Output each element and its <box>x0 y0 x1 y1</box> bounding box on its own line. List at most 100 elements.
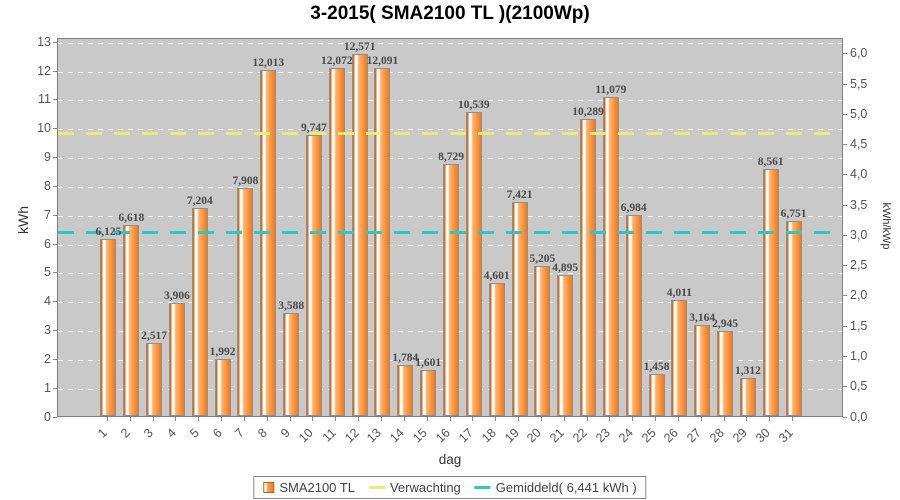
bar-value-label: 1,992 <box>209 345 236 358</box>
bar-day-10 <box>305 135 322 416</box>
legend-label: SMA2100 TL <box>279 480 355 495</box>
x-axis-tickmark <box>289 417 291 421</box>
left-axis-tickmark <box>53 41 57 43</box>
left-axis-tickmark <box>53 330 57 332</box>
bar-value-label: 3,906 <box>163 290 190 303</box>
chart-title: 3-2015( SMA2100 TL )(2100Wp) <box>310 3 590 24</box>
x-axis-tickmark <box>175 417 177 421</box>
x-axis-tickmark <box>472 417 474 421</box>
y-gridline <box>58 42 842 44</box>
right-axis-tickmark <box>843 355 847 357</box>
bar-value-label: 4,601 <box>483 270 510 283</box>
bar-day-17 <box>465 112 482 416</box>
right-axis-tick-label: 2,5 <box>850 258 868 273</box>
right-axis-tickmark <box>843 234 847 236</box>
left-axis-tickmark <box>53 301 57 303</box>
bar-value-label: 5,205 <box>529 252 556 265</box>
left-axis-tick-label: 11 <box>38 92 51 107</box>
x-axis-tickmark <box>495 417 497 421</box>
bar-day-6 <box>214 358 231 416</box>
bar-value-label: 8,561 <box>757 156 784 169</box>
left-axis-tick-label: 9 <box>44 150 51 165</box>
right-axis-tickmark <box>843 265 847 267</box>
right-axis-tick-label: 5,0 <box>850 106 868 121</box>
right-axis-tickmark <box>843 83 847 85</box>
bar-value-label: 1,784 <box>392 351 419 364</box>
left-axis-tick-label: 3 <box>44 323 51 338</box>
bar-value-label: 1,458 <box>643 360 670 373</box>
x-axis-tickmark <box>449 417 451 421</box>
x-axis-tickmark <box>312 417 314 421</box>
bar-day-20 <box>534 266 551 416</box>
bar-value-label: 6,751 <box>780 208 807 221</box>
x-axis-tickmark <box>769 417 771 421</box>
x-axis-tickmark <box>792 417 794 421</box>
x-axis-tickmark <box>426 417 428 421</box>
bar-value-label: 6,984 <box>620 201 647 214</box>
right-axis-tickmark <box>843 295 847 297</box>
legend-item-gemiddeld: Gemiddeld( 6,441 kWh ) <box>474 480 637 495</box>
bar-day-29 <box>739 378 756 416</box>
x-axis-tickmark <box>518 417 520 421</box>
x-axis-tickmark <box>563 417 565 421</box>
left-axis-tick-label: 12 <box>37 63 51 78</box>
bar-value-label: 3,588 <box>278 299 305 312</box>
bar-value-label: 7,908 <box>232 175 259 188</box>
bar-value-label: 12,072 <box>320 55 353 68</box>
left-axis-tickmark <box>53 387 57 389</box>
y-gridline <box>58 100 842 102</box>
bar-day-23 <box>602 96 619 416</box>
verwachting-reference-line <box>58 131 842 135</box>
legend-item-series: SMA2100 TL <box>263 480 355 495</box>
x-axis-tickmark <box>198 417 200 421</box>
bar-day-12 <box>351 53 368 416</box>
bar-value-label: 8,729 <box>438 151 464 164</box>
x-axis-tickmark <box>221 417 223 421</box>
right-axis-tick-label: 4,5 <box>850 137 868 152</box>
x-axis-tickmark <box>746 417 748 421</box>
right-axis-tick-label: 5,5 <box>850 76 868 91</box>
x-axis-tickmark <box>129 417 131 421</box>
left-axis-tickmark <box>53 185 57 187</box>
right-axis-tick-label: 2,0 <box>850 288 868 303</box>
right-axis-tick-label: 1,0 <box>850 348 868 363</box>
bar-value-label: 12,013 <box>252 56 285 69</box>
bar-value-label: 12,571 <box>343 40 376 53</box>
bar-day-8 <box>260 69 277 416</box>
bar-day-30 <box>762 169 779 416</box>
bar-day-18 <box>488 283 505 416</box>
right-axis-tick-label: 3,5 <box>850 197 868 212</box>
bar-day-3 <box>146 343 163 416</box>
bar-day-11 <box>328 68 345 416</box>
x-axis-tickmark <box>723 417 725 421</box>
right-axis-tick-label: 6,0 <box>850 46 868 61</box>
legend-item-verwachting: Verwachting <box>368 480 461 495</box>
verwachting-line-swatch-icon <box>368 486 385 489</box>
right-axis-tickmark <box>843 416 847 418</box>
right-axis-tick-label: 1,5 <box>850 318 868 333</box>
right-axis-tickmark <box>843 204 847 206</box>
bar-value-label: 6,618 <box>118 212 145 225</box>
gemiddeld-line-swatch-icon <box>474 486 491 489</box>
bar-day-28 <box>717 331 734 416</box>
x-axis-title: dag <box>438 452 462 467</box>
right-axis-tickmark <box>843 325 847 327</box>
left-axis-tickmark <box>53 157 57 159</box>
plot-area: 6,125 6,618 2,517 3,906 7,204 1,992 7,908 12,01… <box>57 38 843 417</box>
bar-series-swatch-icon <box>263 482 275 493</box>
bar-day-26 <box>671 300 688 416</box>
right-axis-tick-label: 0,0 <box>850 409 868 424</box>
bar-value-label: 2,945 <box>712 318 738 331</box>
bar-value-label: 7,204 <box>186 195 213 208</box>
left-axis-tickmark <box>53 272 57 274</box>
bar-day-24 <box>625 214 642 416</box>
x-axis-tickmark <box>403 417 405 421</box>
x-axis-tickmark <box>540 417 542 421</box>
x-axis-tickmark <box>380 417 382 421</box>
bar-day-19 <box>511 202 528 416</box>
x-axis-tickmark <box>700 417 702 421</box>
bar-day-1 <box>100 239 117 416</box>
bar-day-2 <box>123 225 140 416</box>
bar-day-22 <box>580 119 597 416</box>
x-axis-tickmark <box>358 417 360 421</box>
